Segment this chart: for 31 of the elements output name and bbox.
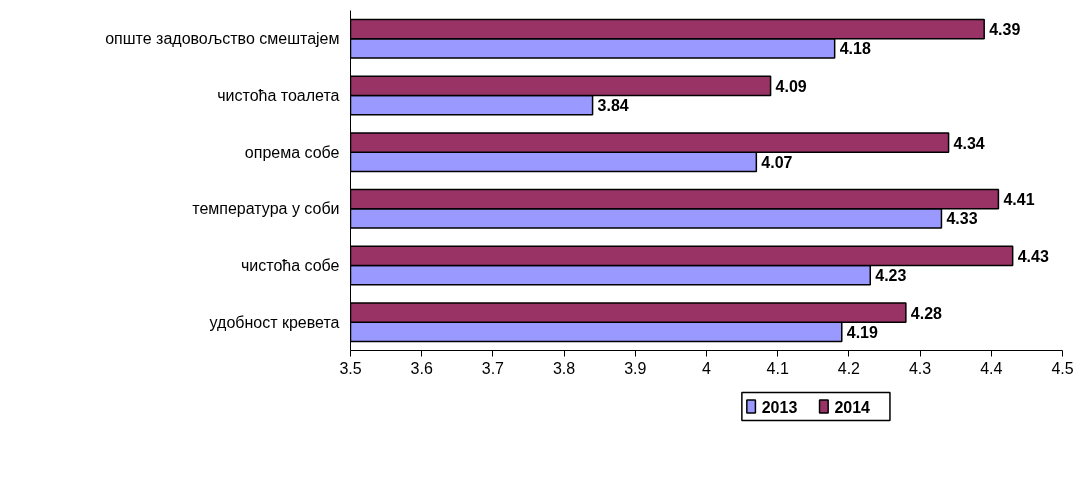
y-tick-label: удобност кревета (209, 313, 340, 331)
x-tick-label: 4.3 (908, 359, 932, 377)
x-tick-label: 4.5 (1051, 359, 1074, 377)
y-tick-label: чистоћа тоалета (217, 87, 340, 104)
data-label: 4.33 (946, 210, 978, 228)
data-label: 4.07 (761, 153, 793, 171)
data-label: 4.09 (775, 77, 807, 95)
data-label: 4.18 (839, 40, 871, 58)
x-tick-label: 4 (702, 359, 712, 377)
legend-label: 2013 (761, 398, 798, 416)
y-tick-label: температура у соби (192, 200, 340, 218)
legend-label: 2014 (834, 398, 871, 416)
x-tick-label: 3.9 (624, 359, 647, 377)
data-label: 4.41 (1003, 191, 1035, 209)
x-tick-label: 4.1 (766, 359, 789, 377)
data-label: 3.84 (597, 97, 629, 115)
x-tick-label: 3.7 (481, 359, 505, 377)
data-label: 4.34 (953, 134, 985, 152)
y-tick-label: чистоћа собе (240, 257, 340, 274)
x-tick-label: 3.8 (552, 359, 576, 377)
x-tick-label: 4.2 (837, 359, 861, 377)
x-tick-label: 3.6 (410, 359, 433, 377)
data-label: 4.19 (846, 323, 879, 341)
data-label: 4.28 (910, 304, 943, 322)
data-label: 4.23 (875, 267, 907, 285)
y-tick-label: опште задовољство смештајем (105, 30, 340, 48)
x-tick-label: 4.4 (980, 359, 1003, 377)
data-label: 4.43 (1017, 247, 1049, 265)
x-tick-label: 3.5 (339, 359, 362, 377)
y-tick-label: опрема собе (244, 143, 340, 161)
data-label: 4.39 (989, 21, 1021, 39)
